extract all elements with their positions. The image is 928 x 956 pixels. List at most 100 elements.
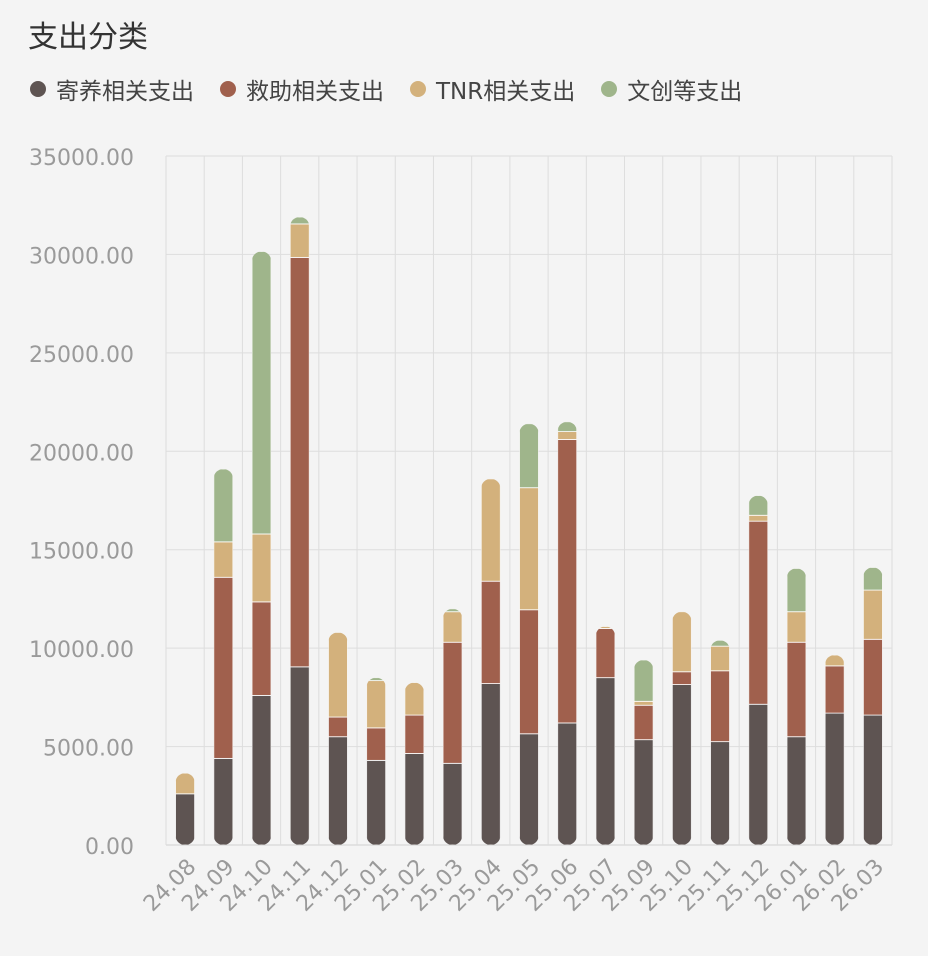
bar-segment-25.11-3[interactable]	[710, 640, 730, 647]
bar-segment-26.03-2[interactable]	[863, 589, 883, 640]
bar-segment-25.01-2[interactable]	[366, 680, 386, 729]
bar-stack-26.01	[786, 568, 806, 845]
bar-segment-25.03-2[interactable]	[443, 611, 463, 643]
bar-segment-24.08-0[interactable]	[175, 793, 195, 846]
legend-dot-tnr	[410, 81, 426, 97]
bar-segment-26.03-3[interactable]	[863, 567, 883, 591]
bar-segment-26.02-1[interactable]	[825, 665, 845, 714]
legend-label-rescue: 救助相关支出	[246, 79, 384, 105]
legend-dot-foster	[30, 81, 46, 97]
bar-segment-25.10-2[interactable]	[672, 611, 692, 673]
bar-segment-25.07-1[interactable]	[595, 628, 615, 679]
bar-segment-24.10-2[interactable]	[252, 533, 272, 603]
bar-segment-24.09-3[interactable]	[213, 469, 233, 543]
y-tick-label: 35000.00	[29, 146, 134, 171]
bar-stack-26.02	[825, 655, 845, 845]
bar-segment-26.03-1[interactable]	[863, 638, 883, 716]
bar-segment-26.03-0[interactable]	[863, 714, 883, 846]
bar-segment-24.09-2[interactable]	[213, 541, 233, 578]
bar-segment-25.09-0[interactable]	[634, 739, 654, 845]
bar-segment-25.09-2[interactable]	[634, 700, 654, 706]
bar-stack-24.11	[290, 217, 310, 846]
bar-stack-24.10	[252, 251, 272, 845]
bar-segment-25.11-2[interactable]	[710, 645, 730, 672]
bar-segment-26.01-2[interactable]	[786, 611, 806, 643]
bar-segment-26.02-0[interactable]	[825, 712, 845, 845]
bar-segment-25.02-0[interactable]	[404, 753, 424, 845]
legend-label-foster: 寄养相关支出	[56, 79, 194, 105]
bar-segment-25.12-1[interactable]	[748, 520, 768, 705]
bar-segment-24.09-1[interactable]	[213, 576, 233, 759]
bar-segment-25.07-0[interactable]	[595, 677, 615, 846]
bar-stack-25.12	[748, 495, 768, 845]
bar-segment-25.03-1[interactable]	[443, 641, 463, 764]
bar-segment-25.01-1[interactable]	[366, 727, 386, 761]
bar-segment-25.10-1[interactable]	[672, 671, 692, 685]
legend-item-creative[interactable]: 文创等支出	[601, 72, 742, 106]
bar-stack-25.10	[672, 611, 692, 846]
bar-segment-25.05-3[interactable]	[519, 423, 539, 489]
legend-item-tnr[interactable]: TNR相关支出	[410, 72, 575, 106]
bar-stack-26.03	[863, 567, 883, 846]
bar-segment-25.05-1[interactable]	[519, 609, 539, 735]
bar-segment-24.10-0[interactable]	[252, 694, 272, 845]
bar-segment-25.01-0[interactable]	[366, 759, 386, 846]
bar-segment-24.10-1[interactable]	[252, 601, 272, 696]
bar-segment-26.01-3[interactable]	[786, 568, 806, 613]
bar-segment-25.12-3[interactable]	[748, 495, 768, 516]
bar-segment-25.04-2[interactable]	[481, 478, 501, 582]
bar-segment-24.12-0[interactable]	[328, 736, 348, 845]
bar-stack-25.06	[557, 421, 577, 845]
legend-item-rescue[interactable]: 救助相关支出	[220, 72, 384, 106]
bar-segment-26.01-0[interactable]	[786, 736, 806, 845]
bar-segment-24.11-2[interactable]	[290, 223, 310, 258]
bar-segment-26.01-1[interactable]	[786, 641, 806, 738]
bar-segment-25.01-3[interactable]	[366, 677, 386, 682]
bar-segment-25.03-3[interactable]	[443, 608, 463, 613]
bar-segment-25.07-2[interactable]	[595, 626, 615, 629]
legend-label-creative: 文创等支出	[627, 79, 743, 105]
bar-segment-25.06-3[interactable]	[557, 421, 577, 432]
bar-segment-24.12-2[interactable]	[328, 632, 348, 718]
bar-segment-24.08-2[interactable]	[175, 773, 195, 795]
bar-segment-24.11-1[interactable]	[290, 256, 310, 668]
bar-segment-25.03-0[interactable]	[443, 762, 463, 845]
bar-segment-25.09-3[interactable]	[634, 659, 654, 702]
legend-dot-rescue	[220, 81, 236, 97]
bar-segment-25.11-1[interactable]	[710, 670, 730, 743]
bar-stack-25.11	[710, 640, 730, 845]
bar-segment-25.11-0[interactable]	[710, 741, 730, 845]
bar-stack-25.04	[481, 478, 501, 845]
bar-stack-25.01	[366, 677, 386, 846]
bar-stack-24.08	[175, 773, 195, 846]
bar-segment-25.02-1[interactable]	[404, 714, 424, 754]
bar-stack-25.05	[519, 423, 539, 845]
legend-item-foster[interactable]: 寄养相关支出	[30, 72, 194, 106]
bar-segment-25.06-1[interactable]	[557, 439, 577, 724]
bar-stack-25.02	[404, 682, 424, 845]
bar-segment-25.12-0[interactable]	[748, 703, 768, 845]
bar-segment-25.12-2[interactable]	[748, 514, 768, 522]
legend-dot-creative	[601, 81, 618, 97]
bar-segment-25.05-0[interactable]	[519, 733, 539, 845]
bar-stack-24.12	[328, 632, 348, 845]
bar-segment-24.09-0[interactable]	[213, 757, 233, 845]
bar-segment-25.04-1[interactable]	[481, 580, 501, 684]
y-tick-label: 20000.00	[29, 441, 134, 466]
y-tick-label: 0.00	[85, 835, 134, 860]
bar-segment-24.12-1[interactable]	[328, 716, 348, 738]
bar-segment-24.10-3[interactable]	[252, 251, 272, 535]
bar-segment-24.11-0[interactable]	[290, 666, 310, 846]
bar-segment-26.02-2[interactable]	[825, 655, 845, 667]
bar-segment-25.06-2[interactable]	[557, 431, 577, 440]
bar-segment-24.11-3[interactable]	[290, 217, 310, 225]
bar-segment-25.09-1[interactable]	[634, 704, 654, 741]
bar-segment-25.06-0[interactable]	[557, 722, 577, 845]
y-tick-label: 30000.00	[29, 244, 134, 269]
y-tick-label: 25000.00	[29, 343, 134, 368]
bar-segment-25.02-2[interactable]	[404, 682, 424, 716]
bar-segment-25.04-0[interactable]	[481, 683, 501, 845]
bar-segment-25.10-0[interactable]	[672, 684, 692, 846]
bar-segment-25.05-2[interactable]	[519, 487, 539, 611]
bar-stack-25.09	[634, 659, 654, 845]
